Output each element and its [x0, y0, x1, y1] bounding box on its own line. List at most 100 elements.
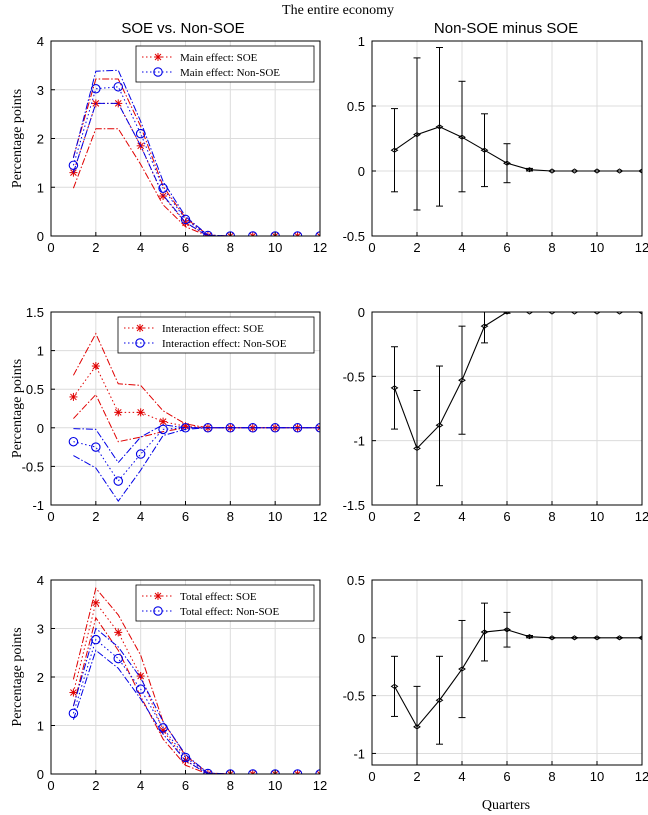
legend: Total effect: SOE Total effect: Non-SOE: [135, 584, 315, 622]
y-tick-label: 0: [358, 305, 365, 320]
data-point: [615, 312, 624, 315]
data-point: [180, 423, 191, 433]
data-point: [615, 168, 624, 174]
x-tick-label: 8: [227, 509, 234, 524]
y-axis-label: Percentage points: [10, 89, 25, 188]
data-point: [503, 312, 511, 315]
data-point: [615, 635, 624, 641]
x-tick-label: 4: [137, 778, 144, 793]
y-tick-label: 0.5: [347, 99, 365, 114]
data-point: [248, 232, 257, 236]
legend-label: Total effect: SOE: [180, 591, 257, 603]
band-lower: [72, 616, 320, 774]
data-point: [413, 724, 421, 730]
data-point: [158, 424, 168, 435]
data-point: [114, 408, 123, 417]
data-point: [114, 99, 123, 108]
x-tick-label: 4: [458, 769, 465, 784]
y-tick-label: -0.5: [343, 689, 365, 704]
plot-area: [390, 602, 642, 765]
data-point: [413, 445, 421, 451]
x-tick-label: 4: [137, 240, 144, 255]
data-point: [480, 629, 489, 635]
data-point: [293, 232, 302, 236]
x-tick-label: 10: [590, 509, 604, 524]
data-point: [91, 634, 101, 645]
legend-label: Total effect: Non-SOE: [180, 606, 280, 618]
x-tick-label: 10: [590, 769, 604, 784]
legend: Main effect: SOE Main effect: Non-SOE: [135, 45, 315, 83]
panel-interaction-effect: 0 2 4 6 8 10 12 -1 -0.5 0 0.5 1 1.5 Percentage points…: [10, 305, 327, 524]
y-tick-label: 2: [37, 132, 44, 147]
band-lower: [72, 649, 320, 774]
y-tick-label: 3: [37, 622, 44, 637]
x-tick-label: 12: [635, 240, 648, 255]
data-point: [480, 323, 489, 329]
x-tick-label: 4: [137, 509, 144, 524]
data-point: [458, 377, 466, 383]
legend-marker: [153, 67, 163, 77]
data-point: [158, 183, 168, 193]
x-tick-label: 0: [368, 509, 375, 524]
legend-marker: [154, 592, 162, 600]
y-tick-label: 0: [37, 229, 44, 244]
x-tick-label: 8: [548, 240, 555, 255]
x-tick-label: 0: [368, 769, 375, 784]
x-tick-label: 8: [548, 769, 555, 784]
data-point: [135, 128, 146, 139]
data-point: [293, 770, 302, 774]
x-tick-label: 2: [92, 240, 99, 255]
data-point: [68, 708, 79, 719]
data-point: [113, 653, 124, 664]
data-point: [113, 82, 124, 92]
y-axis-label: Percentage points: [10, 359, 25, 458]
x-tick-label: 12: [635, 509, 648, 524]
y-tick-label: -1.5: [343, 498, 365, 513]
plot-area: [390, 47, 642, 211]
series-line: [72, 86, 320, 236]
y-tick-label: -1: [353, 434, 365, 449]
data-point: [248, 423, 257, 432]
data-point: [316, 770, 320, 774]
data-point: [570, 635, 579, 641]
data-point: [548, 635, 556, 641]
data-point: [593, 312, 601, 315]
x-tick-label: 10: [268, 778, 282, 793]
x-tick-label: 6: [503, 240, 510, 255]
y-tick-label: -0.5: [22, 459, 44, 474]
data-point: [570, 312, 579, 315]
y-tick-label: 1: [37, 180, 44, 195]
col-title-right: Non-SOE minus SOE: [434, 20, 578, 37]
data-point: [91, 598, 100, 607]
data-point: [390, 683, 399, 689]
data-point: [270, 231, 280, 236]
legend-label: Interaction effect: Non-SOE: [162, 338, 287, 350]
data-point: [225, 231, 236, 236]
panel-total-diff: 0 2 4 6 8 10 12 -1 -0.5 0 0.5: [343, 573, 648, 784]
data-point: [638, 635, 642, 641]
panel-interaction-diff: 0 2 4 6 8 10 12 -1.5 -1 -0.5 0: [343, 305, 648, 524]
data-point: [292, 423, 303, 433]
x-tick-label: 2: [413, 240, 420, 255]
data-point: [135, 684, 146, 694]
legend-label: Interaction effect: SOE: [162, 323, 264, 335]
y-tick-label: -1: [353, 746, 365, 761]
legend-box: [117, 316, 315, 354]
x-tick-label: 4: [458, 509, 465, 524]
data-point: [113, 476, 124, 486]
x-tick-label: 0: [47, 509, 54, 524]
x-tick-label: 8: [227, 240, 234, 255]
legend-marker: [135, 338, 145, 348]
data-point: [68, 436, 79, 447]
data-point: [69, 688, 78, 697]
figure-suptitle: The entire economy: [282, 3, 394, 18]
legend-box: [135, 45, 315, 83]
data-point: [435, 422, 444, 428]
band-upper: [72, 78, 320, 236]
x-tick-label: 8: [227, 778, 234, 793]
y-tick-label: -1: [32, 498, 44, 513]
y-tick-label: 1: [37, 344, 44, 359]
y-tick-label: -0.5: [343, 229, 365, 244]
x-tick-label: 0: [47, 240, 54, 255]
y-axis-label: Percentage points: [10, 627, 25, 726]
